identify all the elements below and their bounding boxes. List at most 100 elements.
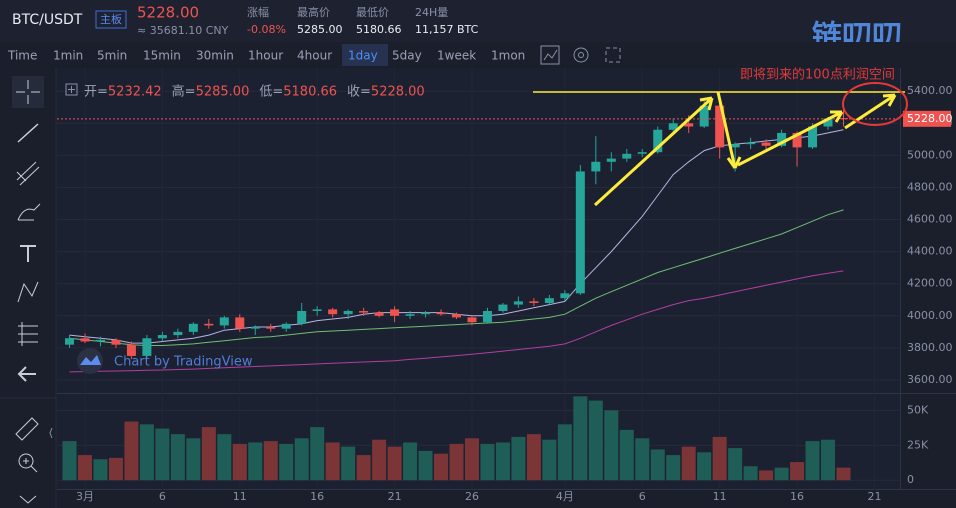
- volume-tick-label: 25K: [907, 438, 929, 451]
- volume-tick-label: 0: [907, 473, 914, 486]
- candle-body: [111, 339, 121, 345]
- zoom-icon: [23, 458, 38, 473]
- volume-bar: [464, 438, 479, 481]
- interval[interactable]: 1min: [53, 49, 83, 63]
- toolbar-bg: [0, 42, 956, 68]
- candle-body: [266, 327, 276, 329]
- volume-bar: [434, 453, 449, 481]
- candle-body: [746, 142, 756, 145]
- interval[interactable]: 5day: [392, 49, 422, 63]
- candle-body: [668, 123, 678, 130]
- candle-body: [235, 317, 245, 329]
- collapse-tool[interactable]: [19, 495, 37, 504]
- volume-bar: [325, 442, 340, 481]
- candle-body: [173, 331, 183, 336]
- volume-bar: [836, 467, 851, 481]
- interval[interactable]: 4hour: [297, 49, 332, 63]
- pane-handle[interactable]: [49, 427, 53, 439]
- x-tick-label: 6: [639, 490, 646, 503]
- tv-logo-icon: [80, 355, 101, 365]
- interval[interactable]: 1hour: [248, 49, 283, 63]
- volume-bar: [186, 438, 201, 481]
- back-tool[interactable]: [17, 366, 36, 382]
- crosshair-icon: [16, 80, 40, 104]
- interval[interactable]: Time: [7, 49, 37, 63]
- header-bg: [0, 0, 956, 42]
- legend-toggle[interactable]: [65, 83, 78, 96]
- volume-bar: [279, 443, 294, 481]
- ohlc-key: 高=: [172, 84, 196, 100]
- candle-body: [250, 327, 260, 329]
- volume-bar: [248, 442, 263, 481]
- volume-bar: [728, 448, 743, 481]
- candle-body: [188, 323, 198, 332]
- brush-tool[interactable]: [17, 203, 41, 221]
- badge-box: [95, 10, 127, 29]
- volume-bar: [743, 466, 758, 481]
- y-tick-label: 4000.00: [907, 309, 953, 322]
- candle-body: [622, 153, 632, 159]
- volume-bar: [774, 467, 789, 481]
- interval[interactable]: 15min: [143, 49, 181, 63]
- candle-body: [792, 132, 802, 148]
- candle-body: [591, 161, 601, 172]
- measure-tool[interactable]: [18, 322, 38, 346]
- arrow-target: [844, 93, 897, 130]
- volume-bar: [511, 436, 526, 481]
- interval[interactable]: 30min: [196, 49, 234, 63]
- volume-bar: [232, 443, 247, 481]
- zoom-tool[interactable]: [18, 453, 34, 469]
- volume-bar: [341, 446, 356, 481]
- settings-icon: [578, 52, 584, 58]
- candle-body: [126, 344, 136, 356]
- x-tick-label: 11: [713, 490, 727, 503]
- x-tick-label: 16: [310, 490, 324, 503]
- ohlc-value: 5285.00: [196, 85, 250, 100]
- candle-body: [529, 301, 539, 303]
- stat-value: 5180.66: [356, 23, 402, 36]
- fib-tool[interactable]: [16, 161, 40, 186]
- candle-body: [390, 309, 400, 316]
- interval[interactable]: 1day: [348, 49, 378, 63]
- ma-line: [69, 270, 844, 373]
- arrow-up: [593, 96, 714, 207]
- badge: 主板: [100, 12, 122, 26]
- ohlc-value: 5228.00: [371, 85, 425, 100]
- ruler-tool[interactable]: [15, 417, 39, 441]
- arrow-down: [716, 91, 742, 169]
- volume-bar: [712, 436, 727, 481]
- ohlc-key: 开=: [84, 85, 108, 100]
- trendline-tool[interactable]: [17, 123, 39, 143]
- screenshot-button[interactable]: [605, 47, 621, 63]
- volume-tick-label: 50K: [907, 403, 929, 416]
- volume-bar: [790, 462, 805, 481]
- candle-body: [653, 129, 663, 153]
- ohlc-value: 5180.66: [283, 85, 337, 100]
- interval[interactable]: 1mon: [491, 49, 525, 63]
- pattern-tool[interactable]: [17, 281, 39, 303]
- indicator-button[interactable]: [540, 45, 560, 65]
- interval[interactable]: 1week: [437, 49, 476, 63]
- volume-bar: [681, 446, 696, 481]
- ma-line: [69, 209, 844, 346]
- volume-bar: [805, 441, 820, 481]
- settings-button[interactable]: [573, 47, 589, 63]
- candle-body: [80, 338, 90, 342]
- y-tick-label: 3800.00: [907, 341, 953, 354]
- candle-body: [436, 312, 446, 315]
- candle-body: [498, 304, 508, 311]
- volume-bar: [372, 439, 387, 481]
- x-tick-label: 21: [867, 490, 881, 503]
- volume-bar: [526, 434, 541, 481]
- text-tool[interactable]: [20, 245, 36, 262]
- volume-bar: [573, 396, 588, 481]
- volume-bar: [93, 459, 108, 481]
- candle-body: [684, 123, 694, 127]
- candle-body: [359, 310, 369, 313]
- interval[interactable]: 5min: [97, 49, 127, 63]
- volume-bar: [77, 455, 92, 481]
- volume-bar: [310, 427, 325, 481]
- last-price-label: 5228.00: [907, 112, 953, 125]
- y-tick-label: 3600.00: [907, 373, 953, 386]
